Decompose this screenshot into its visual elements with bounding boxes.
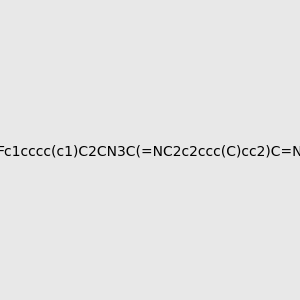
Text: Fc1cccc(c1)C2CN3C(=NC2c2ccc(C)cc2)C=N3: Fc1cccc(c1)C2CN3C(=NC2c2ccc(C)cc2)C=N3 <box>0 145 300 158</box>
